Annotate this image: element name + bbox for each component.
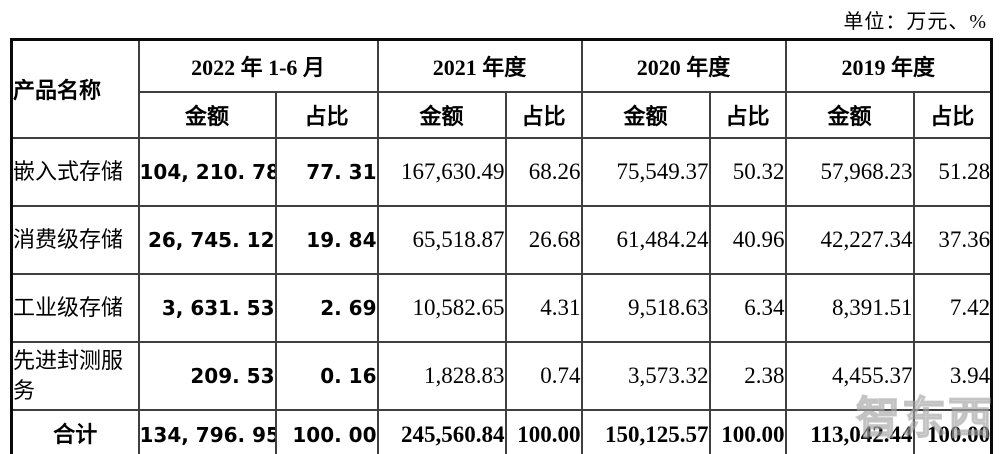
amount-header-2020: 金额 bbox=[580, 91, 711, 139]
amount-cell: 104, 210. 78 bbox=[137, 137, 277, 207]
ratio-cell: 4.31 bbox=[504, 273, 583, 343]
amount-cell: 113,042.44 bbox=[784, 409, 915, 454]
product-revenue-table: 产品名称 2022 年 1-6 月 2021 年度 2020 年度 2019 年… bbox=[10, 38, 994, 454]
ratio-cell: 51.28 bbox=[912, 137, 993, 207]
ratio-header-2020: 占比 bbox=[708, 91, 787, 139]
table-row-industrial-storage: 工业级存储 3, 631. 53 2. 69 10,582.65 4.31 9,… bbox=[10, 273, 993, 343]
period-header-2022: 2022 年 1-6 月 bbox=[137, 38, 379, 93]
amount-cell: 3,573.32 bbox=[580, 341, 711, 411]
amount-cell: 65,518.87 bbox=[376, 205, 507, 275]
table-row-advanced-packaging: 先进封测服务 209. 53 0. 16 1,828.83 0.74 3,573… bbox=[10, 341, 993, 411]
ratio-cell: 50.32 bbox=[708, 137, 787, 207]
row-label: 消费级存储 bbox=[10, 205, 140, 275]
amount-cell: 3, 631. 53 bbox=[137, 273, 277, 343]
amount-cell: 150,125.57 bbox=[580, 409, 711, 454]
amount-cell: 209. 53 bbox=[137, 341, 277, 411]
amount-cell: 1,828.83 bbox=[376, 341, 507, 411]
amount-cell: 57,968.23 bbox=[784, 137, 915, 207]
ratio-cell: 100.00 bbox=[708, 409, 787, 454]
table-row-consumer-storage: 消费级存储 26, 745. 12 19. 84 65,518.87 26.68… bbox=[10, 205, 993, 275]
row-label: 先进封测服务 bbox=[10, 341, 140, 411]
amount-header-2022: 金额 bbox=[137, 91, 277, 139]
amount-cell: 245,560.84 bbox=[376, 409, 507, 454]
amount-cell: 167,630.49 bbox=[376, 137, 507, 207]
unit-label: 单位：万元、% bbox=[843, 11, 987, 33]
ratio-header-2021: 占比 bbox=[504, 91, 583, 139]
ratio-header-2022: 占比 bbox=[274, 91, 379, 139]
amount-cell: 75,549.37 bbox=[580, 137, 711, 207]
amount-cell: 26, 745. 12 bbox=[137, 205, 277, 275]
ratio-cell: 2. 69 bbox=[274, 273, 379, 343]
amount-cell: 9,518.63 bbox=[580, 273, 711, 343]
period-header-2020: 2020 年度 bbox=[580, 38, 787, 93]
amount-cell: 4,455.37 bbox=[784, 341, 915, 411]
amount-cell: 134, 796. 95 bbox=[137, 409, 277, 454]
total-label-cell: 合计 bbox=[10, 409, 140, 454]
ratio-cell: 26.68 bbox=[504, 205, 583, 275]
ratio-cell: 0.74 bbox=[504, 341, 583, 411]
row-label: 工业级存储 bbox=[10, 273, 140, 343]
ratio-cell: 100.00 bbox=[504, 409, 583, 454]
ratio-cell: 77. 31 bbox=[274, 137, 379, 207]
period-header-2019: 2019 年度 bbox=[784, 38, 993, 93]
ratio-cell: 0. 16 bbox=[274, 341, 379, 411]
amount-cell: 61,484.24 bbox=[580, 205, 711, 275]
period-header-2021: 2021 年度 bbox=[376, 38, 583, 93]
amount-header-2021: 金额 bbox=[376, 91, 507, 139]
ratio-cell: 37.36 bbox=[912, 205, 993, 275]
ratio-cell: 40.96 bbox=[708, 205, 787, 275]
header-sub-row: 金额 占比 金额 占比 金额 占比 金额 占比 bbox=[12, 91, 993, 139]
ratio-cell: 6.34 bbox=[708, 273, 787, 343]
amount-cell: 42,227.34 bbox=[784, 205, 915, 275]
table-row-embedded-storage: 嵌入式存储 104, 210. 78 77. 31 167,630.49 68.… bbox=[10, 137, 993, 207]
ratio-cell: 2.38 bbox=[708, 341, 787, 411]
ratio-cell: 7.42 bbox=[912, 273, 993, 343]
ratio-cell: 100. 00 bbox=[274, 409, 379, 454]
ratio-cell: 68.26 bbox=[504, 137, 583, 207]
ratio-header-2019: 占比 bbox=[912, 91, 993, 139]
header-group-row: 产品名称 2022 年 1-6 月 2021 年度 2020 年度 2019 年… bbox=[10, 38, 993, 139]
product-col-header: 产品名称 bbox=[10, 38, 140, 139]
amount-cell: 8,391.51 bbox=[784, 273, 915, 343]
row-label: 嵌入式存储 bbox=[10, 137, 140, 207]
amount-header-2019: 金额 bbox=[784, 91, 915, 139]
amount-cell: 10,582.65 bbox=[376, 273, 507, 343]
ratio-cell: 100.00 bbox=[912, 409, 993, 454]
ratio-cell: 19. 84 bbox=[274, 205, 379, 275]
table-row-total: 合计 134, 796. 95 100. 00 245,560.84 100.0… bbox=[10, 409, 993, 454]
ratio-cell: 3.94 bbox=[912, 341, 993, 411]
